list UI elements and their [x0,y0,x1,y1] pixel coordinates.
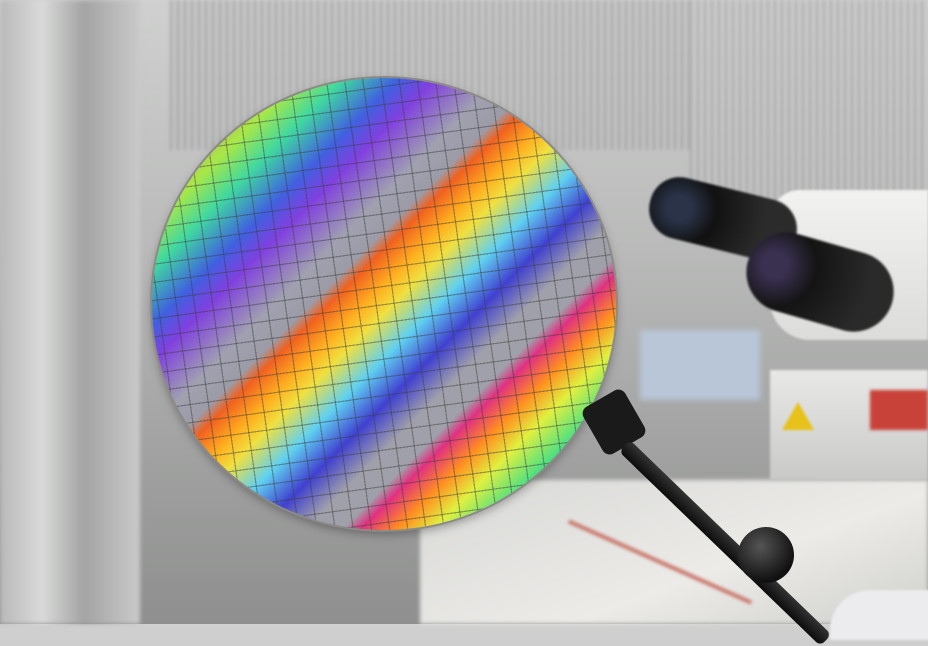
warning-icon [782,402,814,430]
red-panel [870,390,928,430]
metal-frame [0,0,140,624]
silicon-wafer [152,78,616,530]
gloved-hand [830,590,928,640]
blurred-object [640,330,760,400]
tweezer-knob [738,527,794,583]
